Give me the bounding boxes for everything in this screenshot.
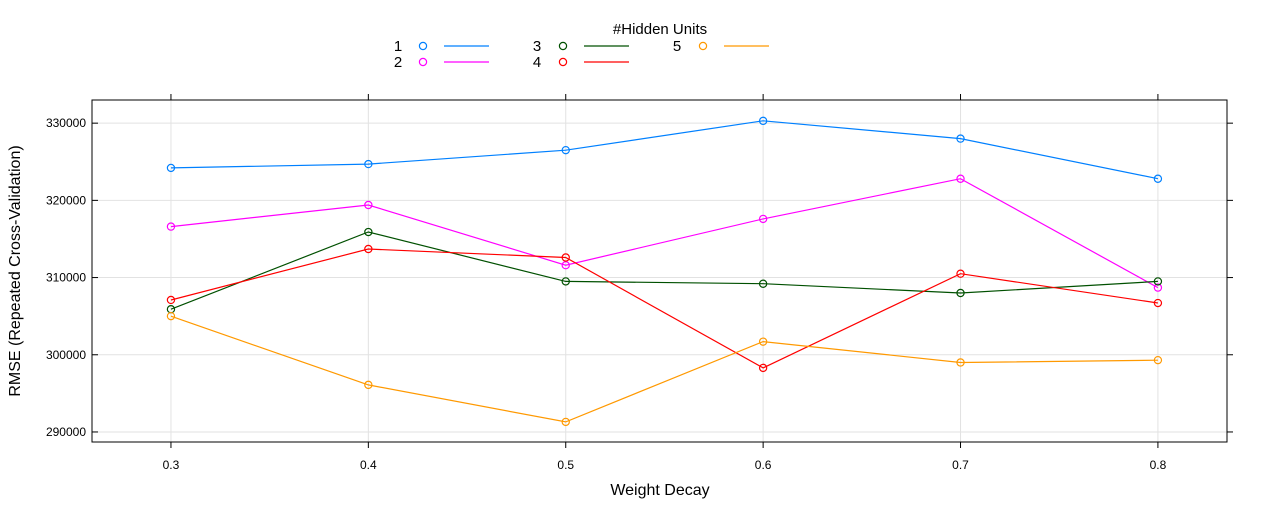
series-1-point [758, 116, 768, 126]
series-4-line [170, 248, 1158, 369]
plot-frame [91, 99, 1228, 443]
series-5-point [166, 311, 176, 321]
series-4 [166, 244, 1163, 373]
legend-point-marker [698, 41, 708, 51]
series-4-point [166, 295, 176, 305]
legend-point-marker [418, 41, 428, 51]
series-5-point [956, 358, 965, 367]
legend-label: 4 [533, 54, 541, 71]
legend-item-5: 5 [673, 38, 769, 55]
series-4-point [364, 244, 373, 254]
series-1-point [364, 159, 373, 169]
legend-label: 3 [533, 38, 541, 55]
legend-item-2: 2 [394, 54, 489, 71]
y-tick-label: 300000 [46, 348, 86, 362]
series-5-point [561, 417, 570, 427]
y-tick-label: 290000 [46, 425, 86, 439]
series-1 [166, 116, 1163, 183]
legend-point-marker [558, 41, 568, 51]
legend-point-marker [418, 57, 428, 67]
series-2-point [956, 174, 965, 183]
series-1-line [170, 120, 1159, 180]
series-group [166, 116, 1163, 427]
series-5-line [170, 315, 1158, 423]
legend-label: 2 [394, 54, 402, 71]
x-tick-label: 0.6 [755, 458, 772, 472]
series-1-point [561, 145, 570, 155]
legend-point-marker [558, 57, 568, 67]
series-5 [166, 311, 1163, 427]
series-1-point [956, 134, 965, 143]
x-tick-label: 0.3 [163, 458, 180, 472]
y-tick-label: 320000 [46, 193, 86, 207]
legend-item-3: 3 [533, 38, 629, 55]
y-tick-label: 330000 [46, 116, 86, 130]
legend: #Hidden Units 12 34 5 [394, 21, 769, 71]
series-1-point [1153, 174, 1163, 183]
series-3-point [758, 279, 768, 288]
x-tick-label: 0.8 [1150, 458, 1167, 472]
legend-label: 5 [673, 38, 681, 55]
legend-title: #Hidden Units [613, 21, 707, 38]
y-tick-label: 310000 [46, 271, 86, 285]
series-4-point [956, 269, 965, 278]
series-2-line [170, 178, 1159, 289]
grid-lines [92, 100, 1227, 442]
series-3 [166, 227, 1163, 314]
series-5-point [364, 380, 373, 390]
legend-item-4: 4 [533, 54, 629, 71]
series-3-line [170, 231, 1158, 310]
series-3-point [1153, 277, 1163, 286]
series-2-point [1153, 283, 1163, 292]
series-4-point [561, 253, 570, 262]
series-4-point [1153, 298, 1163, 308]
y-axis-title: RMSE (Repeated Cross-Validation) [7, 145, 24, 396]
series-5-point [758, 337, 768, 346]
legend-label: 1 [394, 38, 402, 55]
series-3-point [956, 288, 965, 298]
x-axis-title: Weight Decay [610, 482, 709, 499]
series-5-point [1153, 355, 1163, 365]
series-1-point [166, 163, 176, 173]
legend-item-1: 1 [394, 38, 489, 55]
x-tick-label: 0.4 [360, 458, 377, 472]
series-2-point [758, 214, 768, 224]
series-3-point [364, 227, 373, 237]
series-2-point [166, 222, 176, 231]
series-2-point [364, 200, 373, 210]
x-tick-label: 0.5 [557, 458, 574, 472]
series-4-point [758, 363, 768, 373]
axis-ticks [92, 94, 1233, 448]
series-3-point [561, 277, 570, 286]
x-tick-label: 0.7 [952, 458, 969, 472]
series-2 [166, 174, 1163, 292]
